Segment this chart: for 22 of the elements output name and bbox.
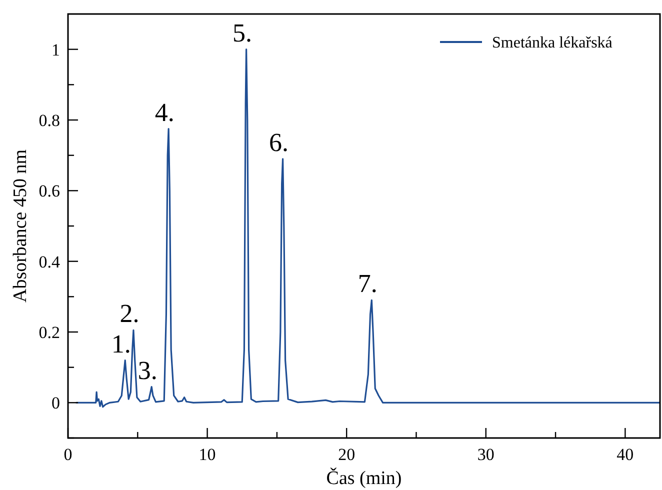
x-tick-label: 10 (198, 445, 216, 464)
y-tick-label: 0.6 (38, 182, 60, 201)
annotation: 6. (269, 128, 289, 157)
x-axis-title: Čas (min) (326, 467, 402, 489)
x-tick-label: 0 (64, 445, 72, 464)
x-tick-label: 30 (477, 445, 494, 464)
annotation: 4. (154, 98, 174, 127)
annotation: 5. (232, 18, 252, 48)
y-tick-label: 0.4 (38, 252, 60, 272)
y-tick-label: 0 (52, 394, 60, 413)
annotation: 1. (111, 329, 131, 358)
line-series (76, 48, 660, 408)
x-tick-label: 40 (616, 445, 634, 464)
y-tick-label: 1 (52, 40, 60, 60)
annotation: 2. (120, 299, 140, 328)
y-tick-label: 0.8 (38, 110, 60, 130)
y-axis-title: Absorbance 450 nm (10, 149, 31, 303)
legend-label: Smetánka lékařská (492, 34, 612, 52)
y-tick-label: 0.2 (38, 322, 60, 342)
x-tick-label: 20 (338, 445, 356, 464)
annotation: 3. (138, 356, 158, 385)
annotation: 7. (358, 269, 378, 298)
